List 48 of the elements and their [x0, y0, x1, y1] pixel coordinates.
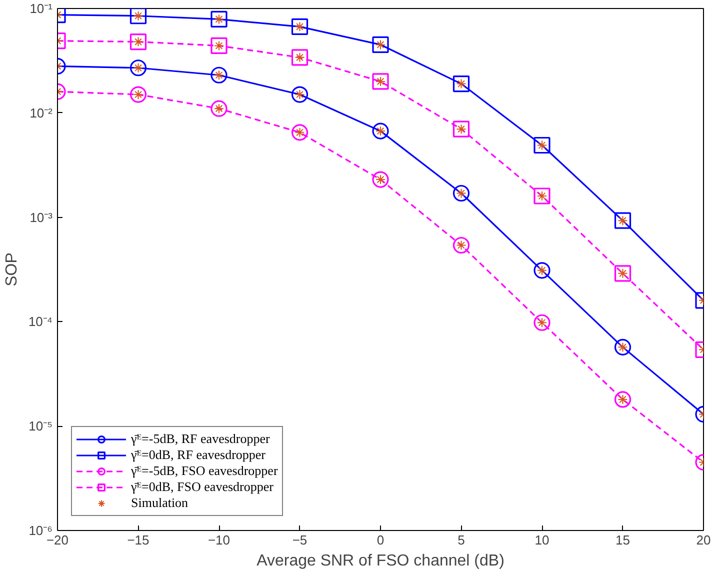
- legend-label: γ̄ᴱ=0dB, FSO eavesdropper: [131, 479, 274, 495]
- point: [291, 86, 308, 103]
- point: [210, 100, 228, 117]
- point: [452, 120, 470, 138]
- point: [614, 391, 632, 408]
- legend-label: Simulation: [131, 495, 188, 511]
- y-axis-title: SOP: [3, 252, 20, 286]
- point: [210, 37, 228, 54]
- x-tick-label: 15: [616, 532, 630, 548]
- point: [452, 184, 470, 202]
- point: [291, 49, 308, 66]
- legend-label: γ̄ᴱ=-5dB, FSO eavesdropper: [131, 463, 278, 479]
- point: [614, 265, 632, 282]
- point: [534, 136, 550, 154]
- point: [614, 338, 632, 356]
- point: [291, 18, 308, 35]
- x-tick-label: −10: [208, 532, 230, 548]
- y-tick-label: 10⁻⁴: [28, 314, 52, 330]
- x-tick-label: −5: [292, 532, 308, 548]
- point: [452, 76, 470, 92]
- y-tick-label: 10⁻²: [30, 105, 54, 120]
- y-tick-label: 10⁻¹: [30, 1, 54, 16]
- x-tick-label: 10: [534, 532, 550, 548]
- x-tick-label: 0: [376, 532, 384, 548]
- point: [291, 124, 308, 141]
- point: [130, 86, 147, 103]
- legend-label: γ̄ᴱ=0dB, RF eavesdropper: [131, 447, 266, 463]
- point: [210, 10, 228, 28]
- point: [130, 33, 147, 50]
- point: [534, 188, 550, 204]
- point: [534, 262, 550, 279]
- x-axis-title: Average SNR of FSO channel (dB): [256, 552, 504, 570]
- point: [372, 36, 389, 54]
- x-tick-label: 20: [696, 532, 711, 548]
- point: [210, 66, 228, 84]
- point: [372, 122, 389, 140]
- point: [372, 171, 389, 188]
- x-tick-label: −15: [127, 532, 150, 548]
- point: [130, 8, 147, 24]
- x-tick-label: 5: [458, 532, 465, 548]
- point: [130, 60, 147, 76]
- point: [534, 314, 550, 331]
- legend-label: γ̄ᴱ=-5dB, RF eavesdropper: [131, 431, 270, 447]
- point: [372, 73, 389, 90]
- y-tick-label: 10⁻³: [30, 210, 54, 225]
- y-tick-label: 10⁻⁵: [28, 418, 53, 434]
- point: [452, 236, 470, 254]
- point: [614, 212, 632, 229]
